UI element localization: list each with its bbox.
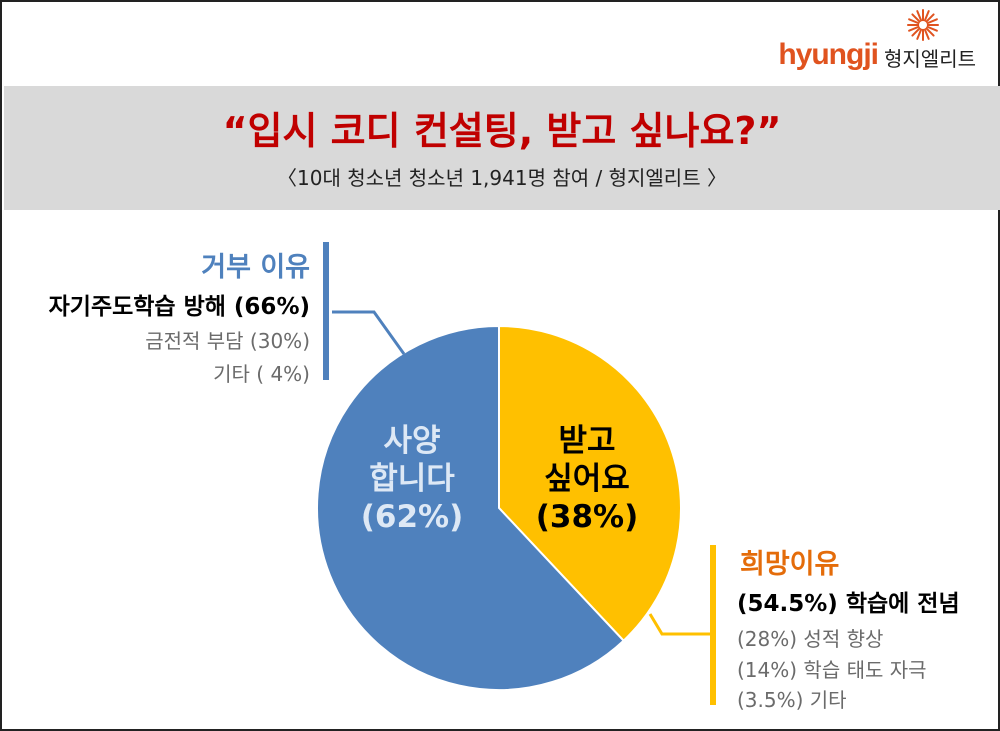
- brand-logo-korean: 형지엘리트: [884, 46, 976, 71]
- reject-leader-line: [332, 310, 406, 355]
- page-subtitle: 〈10대 청소년 청소년 1,941명 참여 / 형지엘리트 〉: [277, 166, 727, 190]
- page-title: “입시 코디 컨설팅, 받고 싶나요?”: [222, 109, 782, 153]
- slice-label-want-line1: 받고: [558, 423, 616, 459]
- want-leader-line: [648, 613, 714, 636]
- reject-bracket-bar: [323, 242, 329, 380]
- title-banner: “입시 코디 컨설팅, 받고 싶나요?” 〈10대 청소년 청소년 1,941명…: [4, 86, 1000, 210]
- want-bracket-bar: [710, 545, 716, 705]
- slice-label-decline-percent: (62%): [360, 499, 464, 535]
- reject-reason-item: 금전적 부담 (30%): [145, 329, 310, 353]
- want-reason-main: (54.5%) 학습에 전념: [737, 591, 960, 617]
- reject-reasons-heading: 거부 이유: [201, 252, 310, 283]
- brand-logo: hyungji 형지엘리트: [778, 9, 976, 80]
- pie-slice-decline: [316, 324, 626, 691]
- reject-reason-item: 기타 ( 4%): [213, 362, 310, 386]
- slice-label-decline-line1: 사양: [383, 423, 441, 459]
- slice-label-decline: 사양 합니다 (62%): [342, 422, 482, 536]
- want-reason-item: (28%) 성적 향상: [737, 627, 884, 651]
- slice-label-decline-line2: 합니다: [369, 461, 455, 497]
- slice-label-want-line2: 싶어요: [544, 461, 630, 497]
- pie-slice-want: [498, 324, 682, 643]
- reject-reason-main: 자기주도학습 방해 (66%): [48, 294, 310, 320]
- want-reasons-heading: 희망이유: [740, 549, 840, 580]
- brand-logo-text: hyungji: [778, 38, 879, 71]
- slice-label-want: 받고 싶어요 (38%): [527, 422, 647, 536]
- slice-label-want-percent: (38%): [535, 499, 639, 535]
- sunburst-icon: [907, 9, 940, 41]
- want-reason-item: (3.5%) 기타: [737, 688, 847, 712]
- want-reason-item: (14%) 학습 태도 자극: [737, 658, 927, 682]
